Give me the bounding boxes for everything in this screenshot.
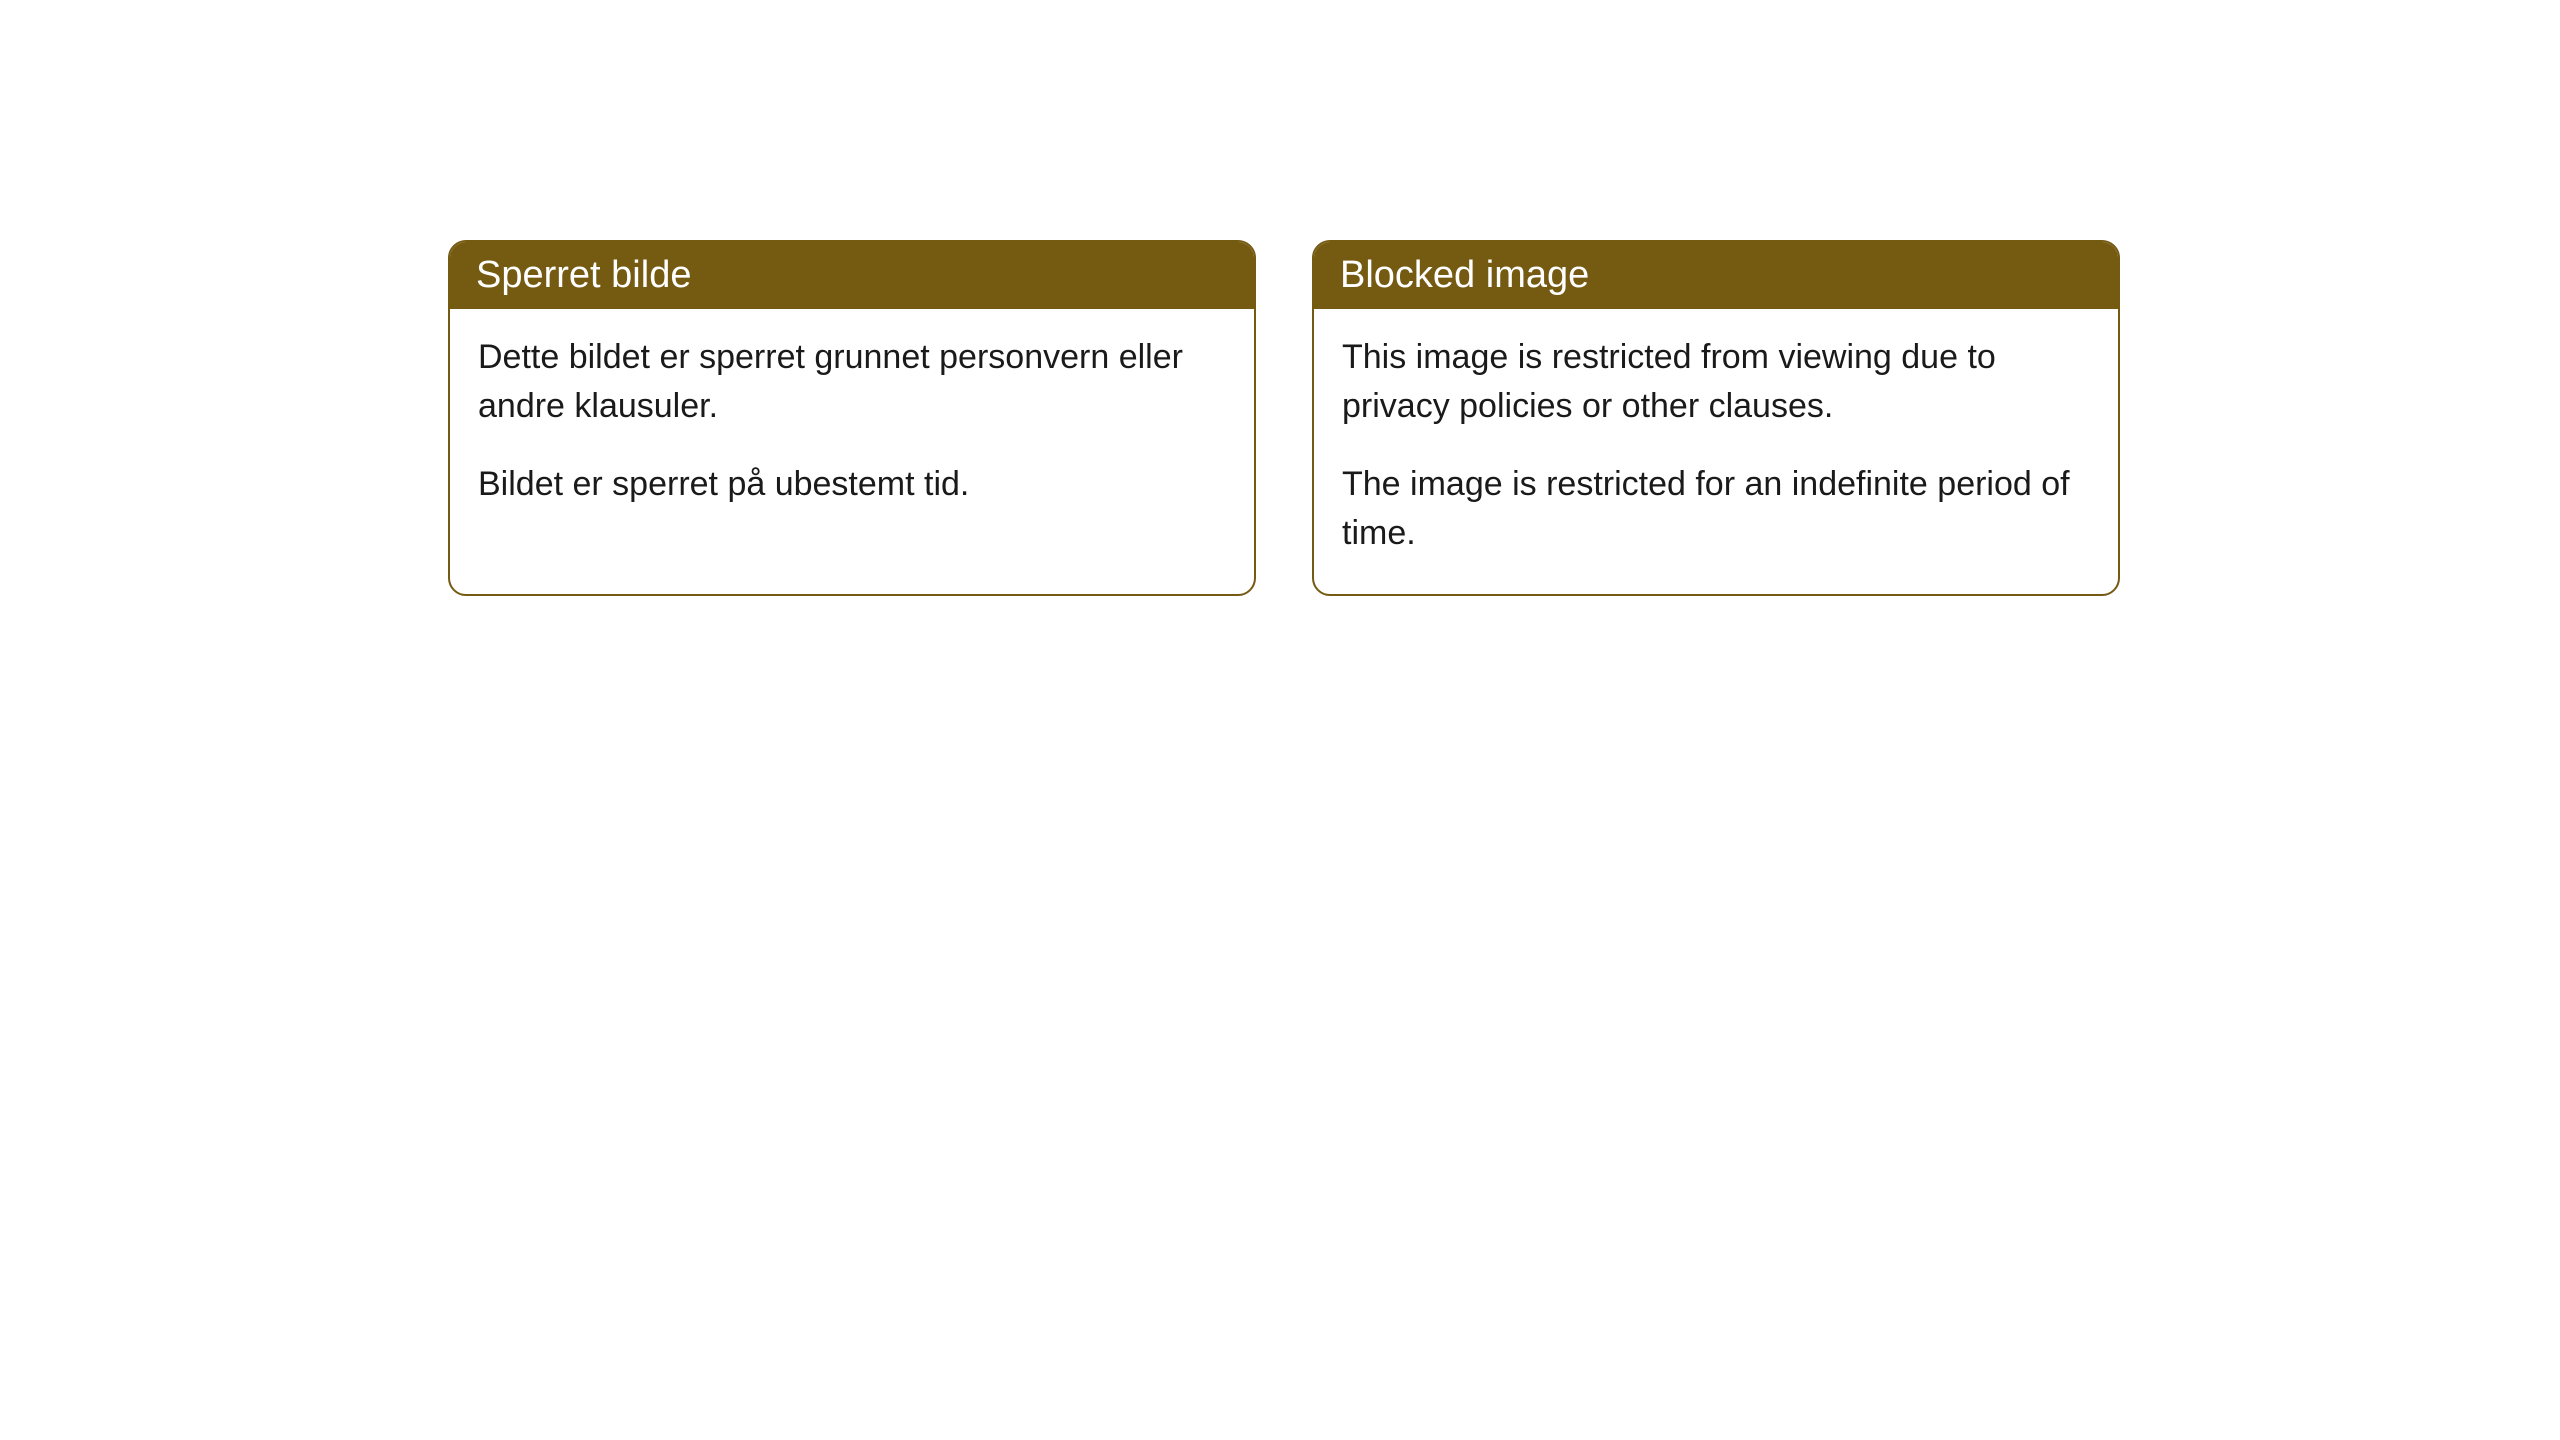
card-paragraph: Bildet er sperret på ubestemt tid. bbox=[478, 460, 1226, 509]
card-body: Dette bildet er sperret grunnet personve… bbox=[450, 309, 1254, 545]
blocked-image-card-norwegian: Sperret bilde Dette bildet er sperret gr… bbox=[448, 240, 1256, 596]
card-paragraph: The image is restricted for an indefinit… bbox=[1342, 460, 2090, 559]
card-paragraph: Dette bildet er sperret grunnet personve… bbox=[478, 333, 1226, 432]
card-header: Sperret bilde bbox=[450, 242, 1254, 309]
card-header: Blocked image bbox=[1314, 242, 2118, 309]
card-body: This image is restricted from viewing du… bbox=[1314, 309, 2118, 594]
cards-container: Sperret bilde Dette bildet er sperret gr… bbox=[448, 240, 2120, 596]
card-paragraph: This image is restricted from viewing du… bbox=[1342, 333, 2090, 432]
card-title: Sperret bilde bbox=[476, 254, 691, 296]
card-title: Blocked image bbox=[1340, 254, 1589, 296]
blocked-image-card-english: Blocked image This image is restricted f… bbox=[1312, 240, 2120, 596]
